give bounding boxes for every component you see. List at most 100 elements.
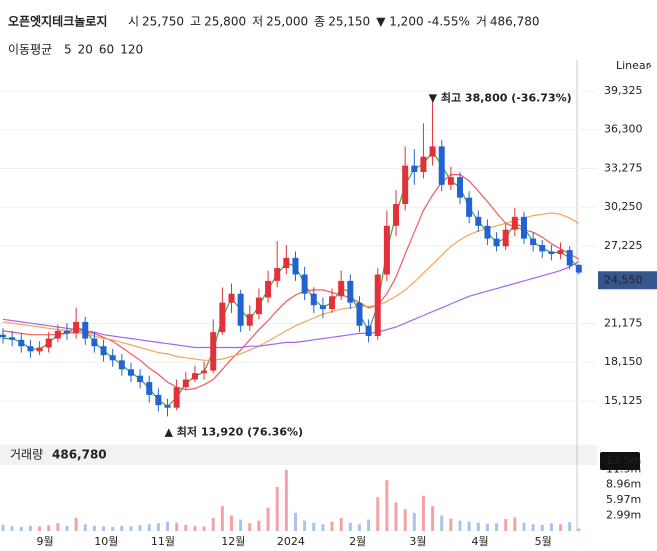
volume-bar: [394, 502, 398, 531]
volume-bar: [230, 515, 233, 531]
volume-bar: [458, 520, 462, 531]
candle-body: [63, 330, 70, 334]
volume-bar: [540, 524, 544, 531]
candle-body: [91, 338, 98, 347]
candle-body: [475, 216, 482, 226]
volume-bar: [467, 521, 471, 531]
volume-bar: [293, 512, 297, 531]
y-tick-label: 33,275: [604, 161, 643, 174]
header-key: 시: [128, 15, 139, 29]
candle-body: [45, 338, 52, 348]
volume-bar: [339, 518, 343, 531]
candle-body: [9, 337, 16, 340]
price-marker-box: [598, 271, 657, 290]
volume-bar: [549, 523, 553, 531]
volume-bar: [111, 526, 115, 531]
scale-chevron[interactable]: ›: [648, 59, 652, 72]
candle-body: [73, 321, 80, 334]
legend-entry: 20: [78, 43, 93, 57]
volume-bar: [376, 497, 380, 531]
volume-bar: [266, 507, 270, 531]
candle-body: [402, 165, 409, 205]
candle-body: [265, 280, 272, 298]
candle-body: [520, 216, 527, 239]
candle-body: [319, 305, 326, 310]
volume-bar: [330, 521, 334, 531]
candle-body: [347, 280, 354, 303]
candle-body: [575, 264, 582, 273]
header-items: 시 25,750 고 25,800 저 25,000 종 25,150 ▼ 1,200 -4.5…: [128, 15, 540, 29]
volume-bar: [431, 506, 435, 531]
high-annotation: ▼ 최고 38,800 (-36.73%): [429, 91, 572, 105]
candle-body: [457, 177, 463, 198]
volume-bar: [495, 523, 499, 531]
candle-body: [100, 346, 107, 356]
candle-body: [182, 379, 189, 388]
volume-bar: [303, 520, 307, 531]
volume-marker-label: 13.5m: [606, 454, 641, 467]
low-annotation: ▲ 최저 13,920 (76.36%): [165, 424, 304, 438]
volume-bar: [138, 525, 142, 531]
volume-bar: [531, 524, 535, 531]
volume-bar: [522, 522, 526, 531]
volume-bar: [559, 524, 563, 531]
volume-bar: [184, 524, 188, 531]
volume-bar: [421, 495, 425, 531]
moving-average: [2, 174, 580, 391]
volume-tick-label: 2.99m: [606, 508, 641, 521]
volume-bar: [211, 518, 215, 531]
candle-body: [18, 339, 25, 347]
header-value: 25,800: [204, 15, 246, 29]
candle-body: [466, 197, 473, 217]
candle-body: [210, 332, 217, 371]
candle-body: [191, 373, 198, 380]
x-tick-label: 9월: [36, 535, 53, 548]
volume-bar: [92, 525, 96, 531]
volume-bar: [449, 518, 453, 531]
volume-bar: [175, 522, 179, 531]
volume-bar: [56, 523, 60, 531]
volume-bar: [47, 525, 51, 531]
x-tick-label: 4월: [472, 535, 489, 548]
price-marker-label: 24,550: [604, 273, 643, 286]
x-tick-label: 12월: [221, 535, 245, 548]
candle-body: [493, 238, 500, 247]
volume-bar: [239, 519, 243, 531]
header-key: 고: [190, 15, 201, 29]
header-value: 25,150: [328, 15, 370, 29]
candle-body: [201, 370, 208, 374]
volume-last: 486,780: [52, 448, 107, 462]
moving-average: [2, 212, 580, 361]
candle-body: [164, 405, 171, 408]
volume-bar: [275, 486, 279, 531]
candle-body: [511, 216, 518, 230]
y-tick-label: 15,125: [604, 394, 643, 407]
candle-body: [146, 382, 153, 395]
candle-body: [255, 297, 262, 315]
candle-body: [0, 334, 6, 338]
volume-bar: [504, 519, 508, 531]
volume-bar: [10, 526, 14, 531]
candle-body: [109, 355, 116, 361]
candle-body: [228, 293, 235, 303]
header-volume-value: 486,780: [490, 15, 540, 29]
candle-body: [27, 346, 34, 352]
legend-entry: 5: [64, 43, 72, 57]
candle-body: [356, 302, 363, 326]
candle-body: [502, 229, 509, 247]
header-value: 25,000: [266, 15, 308, 29]
candle-body: [338, 280, 345, 297]
volume-bar: [568, 522, 572, 531]
candle-body: [411, 165, 418, 173]
candle-body: [438, 146, 445, 185]
x-tick-label: 3월: [409, 535, 426, 548]
volume-bar: [19, 526, 23, 531]
volume-bar: [166, 521, 170, 531]
volume-bar: [513, 517, 517, 531]
x-tick-label: 2024: [277, 535, 305, 548]
moving-average: [3, 150, 580, 408]
candle-body: [429, 146, 436, 157]
candle-body: [292, 257, 299, 275]
candle-body: [365, 325, 372, 336]
